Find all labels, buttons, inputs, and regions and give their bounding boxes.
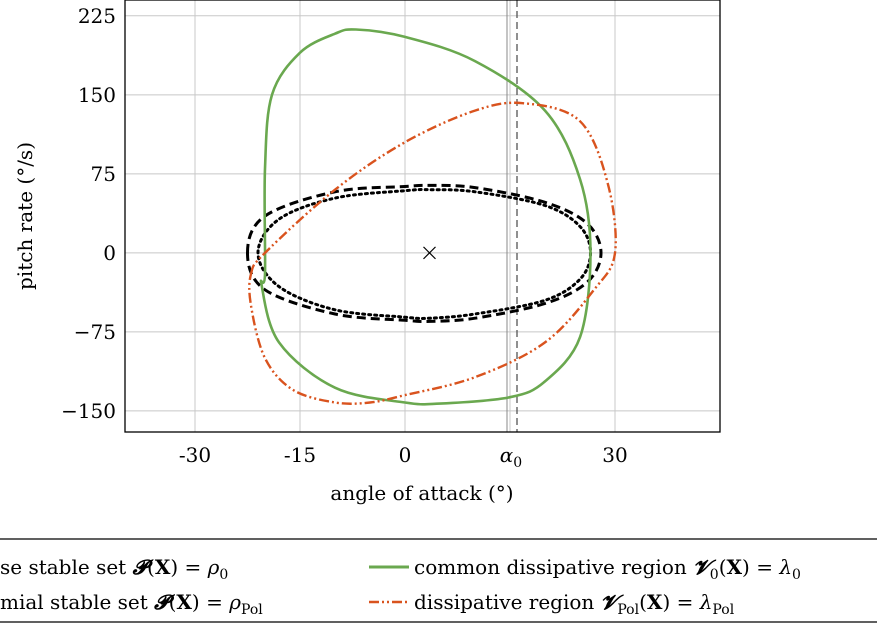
y-axis-label: pitch rate (°/s) — [13, 142, 37, 290]
x-tick-labels: -30 -15 0 30 — [179, 443, 628, 467]
y-tick-labels: 225 150 75 0 −75 −150 — [61, 4, 116, 423]
plot-frame — [124, 0, 721, 433]
legend-entry-common-dissipative: common dissipative region 𝓥0(X) = λ0 — [414, 555, 801, 583]
chart: -30 -15 0 30 225 150 75 0 −75 −150 α0 angle of a… — [13, 0, 721, 505]
legend: se stable set 𝓟(X) = ρ0 mial stable set … — [0, 538, 877, 623]
alpha0-reference-lines — [506, 0, 518, 432]
y-tick-label-5: −150 — [61, 399, 116, 423]
y-tick-label-1: 150 — [78, 83, 116, 107]
y-tick-label-0: 225 — [78, 4, 116, 28]
curves — [246, 28, 617, 406]
alpha0-tick-label: α0 — [500, 443, 522, 471]
curve-common-dissipative — [259, 28, 592, 406]
curve-polynomial-stable-set — [256, 188, 593, 320]
legend-entry-polynomial-stable-set: mial stable set 𝓟(X) = ρPol — [0, 590, 263, 618]
y-tick-label-3: 0 — [103, 241, 116, 265]
x-tick-label-2: 0 — [399, 443, 412, 467]
x-tick-label-0: -30 — [179, 443, 211, 467]
x-axis-label: angle of attack (°) — [330, 481, 513, 505]
center-marker-stroke-b — [423, 246, 436, 260]
x-tick-label-1: -15 — [284, 443, 316, 467]
y-tick-label-4: −75 — [74, 320, 116, 344]
x-tick-label-3: 30 — [602, 443, 627, 467]
curve-base-stable-set — [246, 183, 603, 324]
y-tick-label-2: 75 — [91, 162, 116, 186]
legend-entry-dissipative-pol: dissipative region 𝓥Pol(X) = λPol — [414, 590, 735, 618]
grid — [125, 0, 720, 432]
alpha0-subscript: 0 — [513, 455, 522, 471]
legend-entry-base-stable-set: se stable set 𝓟(X) = ρ0 — [0, 555, 228, 583]
center-marker — [423, 246, 436, 260]
